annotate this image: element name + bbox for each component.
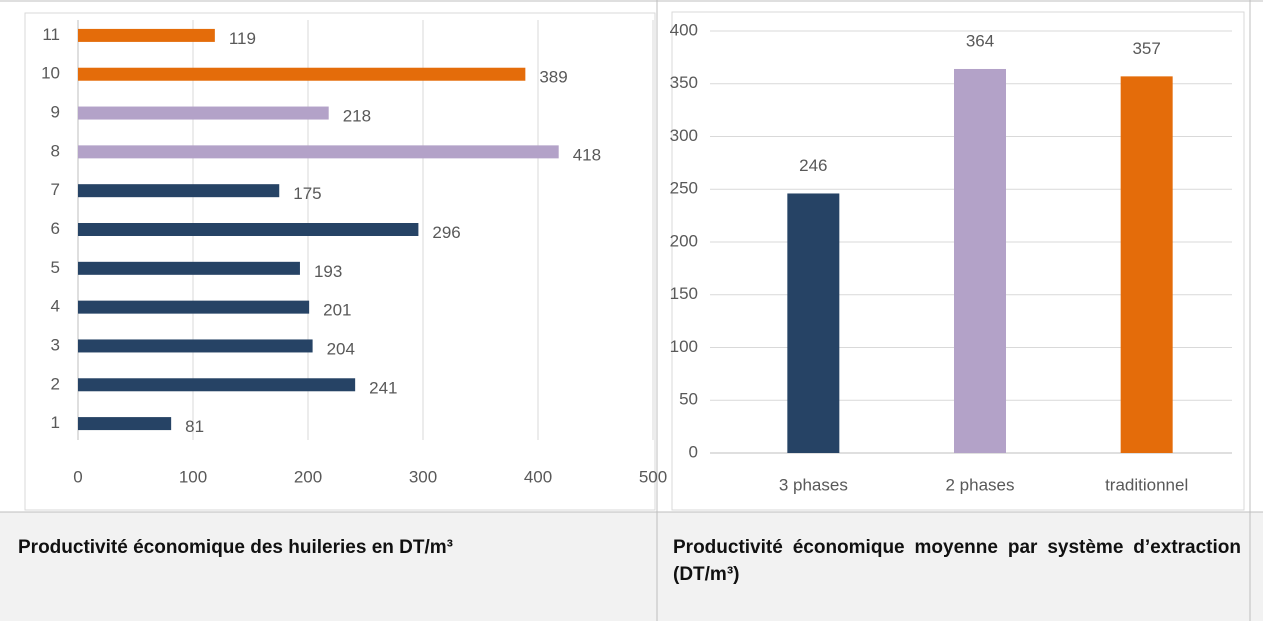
value-label: 241 — [369, 378, 397, 397]
chart-frame — [671, 11, 1245, 511]
bar — [78, 417, 172, 431]
caption-row — [0, 512, 1263, 621]
y-tick-label: 300 — [670, 126, 698, 145]
bar — [78, 67, 526, 81]
value-label: 218 — [343, 107, 371, 126]
value-label: 119 — [229, 29, 256, 48]
bar — [78, 261, 300, 275]
caption: Productivité économique des huileries en… — [18, 537, 453, 558]
y-tick-label: 100 — [670, 337, 698, 356]
y-tick-label: 11 — [42, 25, 60, 44]
x-tick-label: 3 phases — [779, 475, 848, 494]
y-tick-label: 10 — [41, 64, 60, 83]
bar — [787, 193, 840, 453]
value-label: 246 — [799, 156, 827, 175]
y-tick-label: 4 — [51, 297, 60, 316]
value-label: 418 — [573, 145, 601, 164]
y-tick-label: 350 — [670, 73, 698, 92]
y-tick-label: 1 — [51, 413, 60, 432]
y-tick-label: 5 — [51, 258, 60, 277]
caption: Productivité économique moyenne par syst… — [673, 537, 1241, 585]
chart-frame — [24, 12, 656, 511]
y-tick-label: 6 — [51, 219, 60, 238]
y-tick-label: 2 — [51, 374, 60, 393]
y-tick-label: 50 — [679, 390, 698, 409]
y-tick-label: 9 — [51, 103, 60, 122]
y-tick-label: 7 — [51, 180, 60, 199]
value-label: 357 — [1132, 39, 1160, 58]
y-tick-label: 200 — [670, 231, 698, 250]
value-label: 175 — [293, 184, 321, 203]
x-tick-label: 400 — [524, 467, 552, 486]
y-tick-label: 250 — [670, 179, 698, 198]
value-label: 204 — [327, 339, 355, 358]
value-label: 201 — [323, 301, 351, 320]
bar — [78, 300, 310, 314]
bar — [78, 145, 559, 159]
y-tick-label: 0 — [689, 442, 698, 461]
y-tick-label: 3 — [51, 335, 60, 354]
value-label: 389 — [539, 68, 567, 87]
x-tick-label: 0 — [73, 467, 82, 486]
bar — [78, 339, 313, 353]
bar — [954, 68, 1006, 453]
value-label: 296 — [432, 223, 460, 242]
value-label: 81 — [185, 417, 204, 436]
bar — [78, 106, 329, 120]
bar — [78, 184, 280, 198]
bar — [78, 28, 215, 42]
bar — [1120, 76, 1173, 454]
y-tick-label: 150 — [670, 284, 698, 303]
x-tick-label: traditionnel — [1105, 475, 1188, 494]
bar — [78, 223, 419, 236]
bar — [78, 378, 356, 392]
x-tick-label: 2 phases — [946, 475, 1015, 494]
x-tick-label: 300 — [409, 467, 437, 486]
y-tick-label: 400 — [670, 20, 698, 39]
value-label: 364 — [966, 31, 994, 50]
x-tick-label: 500 — [639, 467, 667, 486]
value-label: 193 — [314, 262, 342, 281]
y-tick-label: 8 — [51, 141, 60, 160]
x-tick-label: 100 — [179, 467, 207, 486]
x-tick-label: 200 — [294, 467, 322, 486]
